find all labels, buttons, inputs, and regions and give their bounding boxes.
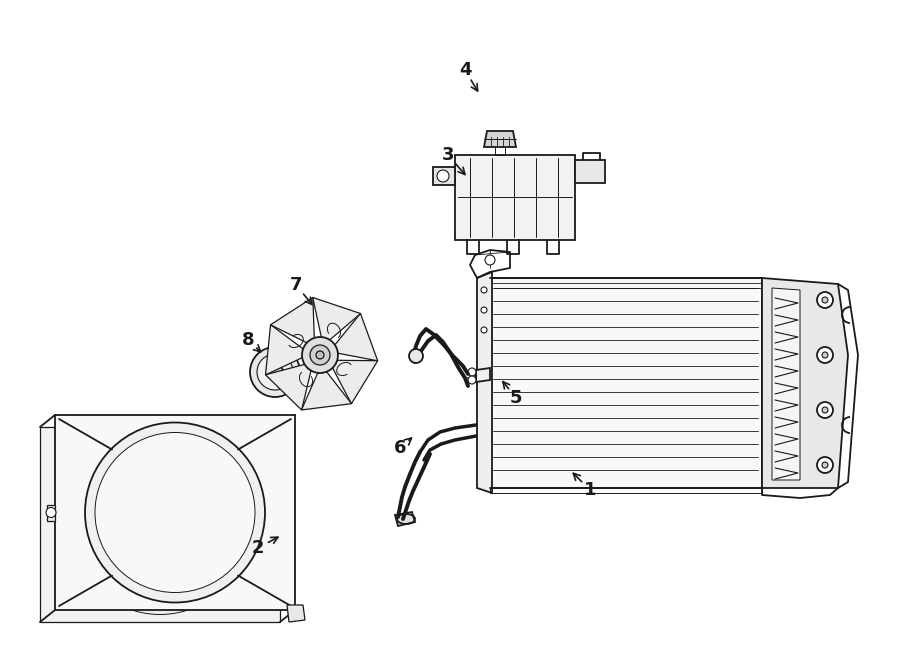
Circle shape [822,297,828,303]
Polygon shape [271,297,314,343]
Polygon shape [335,313,378,361]
Circle shape [468,376,476,384]
Polygon shape [47,504,55,520]
Circle shape [822,407,828,413]
Circle shape [257,354,293,390]
Circle shape [822,352,828,358]
Circle shape [822,462,828,468]
Circle shape [85,422,265,602]
Polygon shape [266,325,303,375]
Polygon shape [302,371,352,410]
Circle shape [409,349,423,363]
Circle shape [70,434,250,615]
Polygon shape [477,272,492,493]
Text: 5: 5 [509,389,522,407]
Polygon shape [575,160,605,183]
Polygon shape [433,167,455,185]
Circle shape [817,292,833,308]
Text: 1: 1 [584,481,596,499]
Text: 4: 4 [459,61,472,79]
Circle shape [481,287,487,293]
Circle shape [817,347,833,363]
Circle shape [250,347,300,397]
Text: 6: 6 [394,439,406,457]
Text: 8: 8 [242,331,255,349]
Polygon shape [476,368,490,382]
Polygon shape [455,155,575,240]
Circle shape [481,327,487,333]
Circle shape [817,457,833,473]
Polygon shape [333,360,378,404]
Polygon shape [484,131,516,147]
Circle shape [481,307,487,313]
Circle shape [437,170,449,182]
Circle shape [468,368,476,376]
Polygon shape [395,512,415,526]
Polygon shape [287,605,305,622]
Circle shape [302,337,338,373]
Circle shape [310,345,330,365]
Polygon shape [266,364,311,410]
Circle shape [817,402,833,418]
Polygon shape [55,415,295,610]
Polygon shape [40,427,280,622]
Polygon shape [772,288,800,480]
Text: 2: 2 [252,539,265,557]
Polygon shape [762,278,848,488]
Polygon shape [490,278,762,488]
Circle shape [267,364,283,380]
Circle shape [316,351,324,359]
Circle shape [46,508,56,518]
Circle shape [95,432,255,592]
Circle shape [485,255,495,265]
Text: 7: 7 [290,276,302,294]
Polygon shape [312,297,361,340]
Text: 3: 3 [442,146,454,164]
